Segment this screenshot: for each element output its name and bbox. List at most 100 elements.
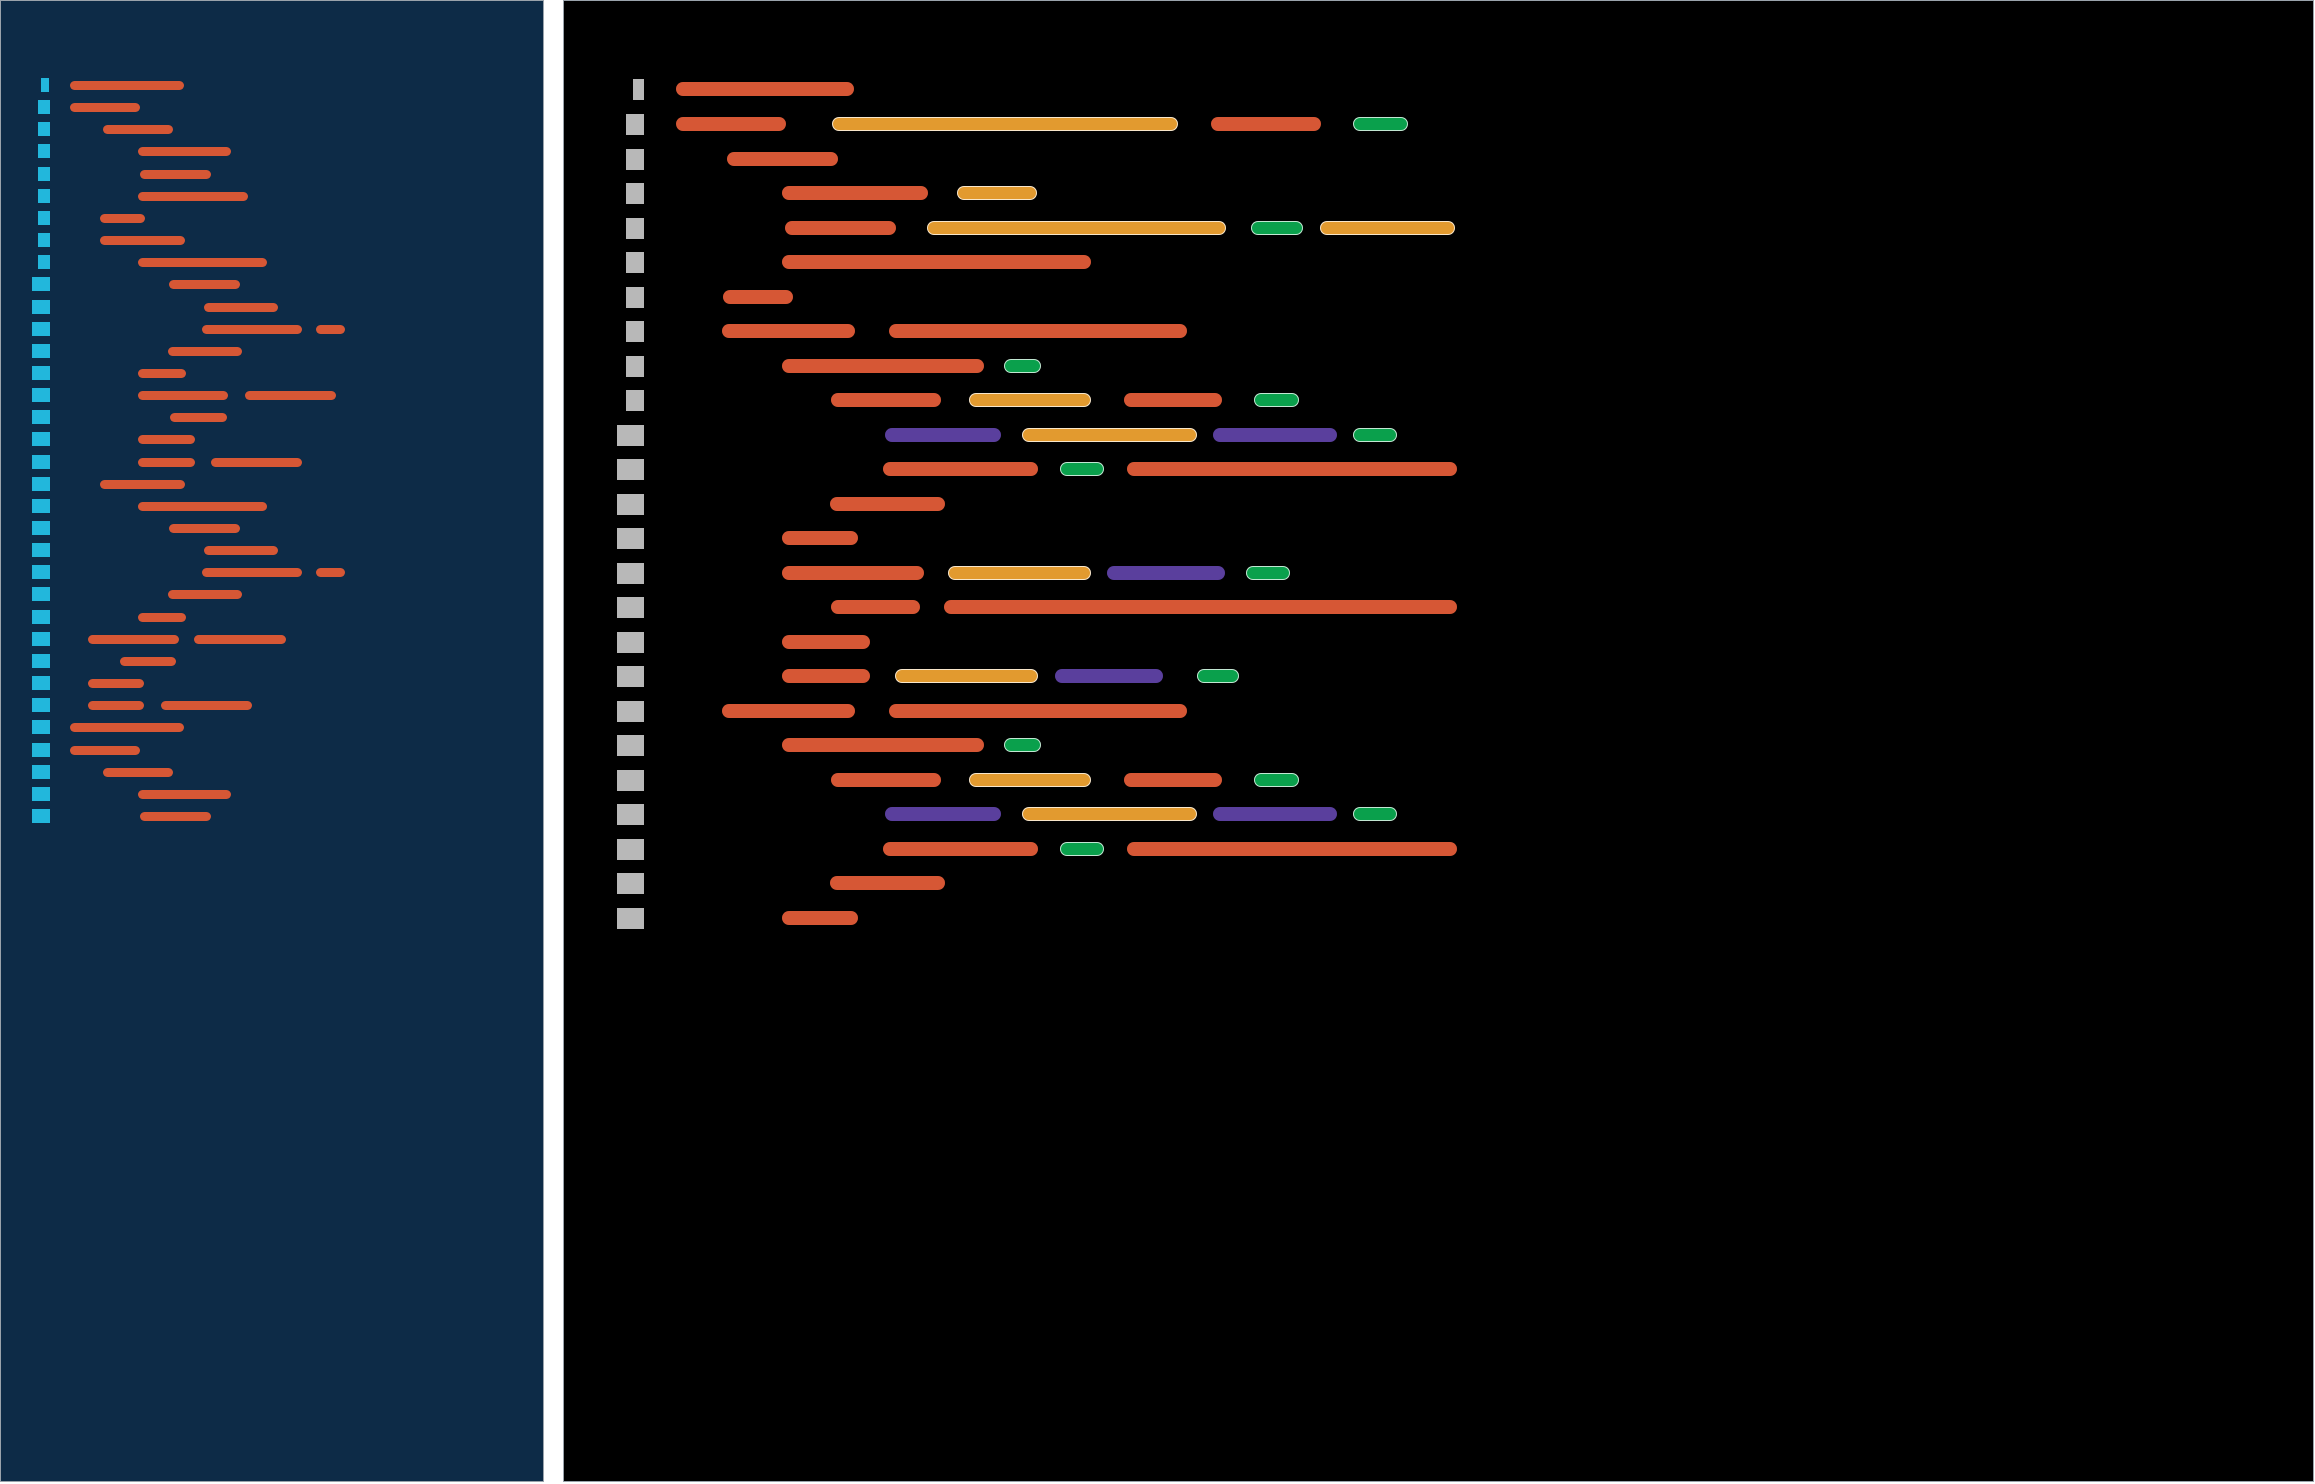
code-token-segment-red xyxy=(722,703,855,718)
minimap-line-number xyxy=(32,454,50,469)
minimap-code-segment xyxy=(138,612,186,622)
minimap-code-segment xyxy=(88,634,179,644)
minimap-line-number xyxy=(32,631,50,646)
minimap-code-segment xyxy=(140,811,211,821)
code-token-segment-orange xyxy=(948,565,1091,580)
code-token-segment-red xyxy=(1124,393,1222,407)
editor-line-number xyxy=(617,666,644,687)
minimap-code-segment xyxy=(202,324,302,334)
code-token-segment-red xyxy=(782,255,1091,269)
code-token-segment-orange xyxy=(895,669,1038,683)
code-token-segment-red xyxy=(830,496,945,511)
code-token-segment-red xyxy=(1211,117,1321,131)
code-token-segment-green xyxy=(1353,807,1397,821)
minimap-code-segment xyxy=(138,258,267,268)
minimap-code-segment xyxy=(103,767,173,777)
code-token-segment-orange xyxy=(1320,220,1455,235)
minimap-code-segment xyxy=(103,125,173,135)
code-token-segment-orange xyxy=(957,186,1037,200)
editor-line-number xyxy=(626,183,644,204)
code-token-segment-purple xyxy=(1055,669,1163,683)
code-token-segment-green xyxy=(1060,841,1104,856)
code-token-segment-orange xyxy=(969,393,1091,407)
minimap-code-segment xyxy=(70,723,184,733)
code-token-segment-orange xyxy=(927,220,1226,235)
editor-line-number xyxy=(617,907,644,929)
code-token-segment-red xyxy=(830,876,945,890)
minimap-line-number xyxy=(38,100,50,115)
code-token-segment-red xyxy=(1127,841,1457,856)
minimap-line-number xyxy=(32,321,50,336)
code-token-segment-red xyxy=(676,117,786,131)
minimap-line-number xyxy=(32,388,50,403)
minimap-code-segment xyxy=(70,81,184,90)
editor-line-number xyxy=(617,493,644,515)
minimap-line-number xyxy=(32,299,50,314)
code-token-segment-green xyxy=(1060,462,1104,476)
editor-line-number xyxy=(626,252,644,273)
code-token-segment-green xyxy=(1004,738,1041,752)
minimap-panel[interactable] xyxy=(0,0,544,1482)
editor-line-number xyxy=(617,424,644,446)
minimap-line-number xyxy=(32,432,50,447)
code-token-segment-green xyxy=(1004,358,1041,373)
code-token-segment-red xyxy=(782,634,870,649)
minimap-code-segment xyxy=(100,236,185,246)
editor-line-number xyxy=(617,459,644,480)
minimap-line-number xyxy=(32,720,50,735)
minimap-line-number xyxy=(38,233,50,248)
editor-line-number xyxy=(617,769,644,791)
code-token-segment-purple xyxy=(1213,807,1337,821)
minimap-code-segment xyxy=(168,346,242,356)
minimap-line-number xyxy=(38,166,50,181)
minimap-line-number xyxy=(32,410,50,425)
minimap-code-segment xyxy=(100,479,185,489)
minimap-code-segment xyxy=(138,789,231,799)
minimap-code-segment xyxy=(169,524,240,533)
code-token-segment-red xyxy=(782,910,858,925)
minimap-code-segment xyxy=(202,568,302,578)
minimap-code-segment xyxy=(161,701,252,711)
editor-line-number xyxy=(617,838,644,860)
code-editor-panel[interactable] xyxy=(563,0,2314,1482)
minimap-line-number xyxy=(32,587,50,602)
code-token-segment-orange xyxy=(832,117,1178,131)
minimap-line-number xyxy=(32,498,50,513)
code-token-segment-red xyxy=(785,220,896,235)
editor-line-number xyxy=(617,735,644,756)
minimap-code-segment xyxy=(70,103,140,113)
minimap-line-number xyxy=(32,698,50,713)
code-token-segment-red xyxy=(782,186,928,200)
minimap-code-segment xyxy=(168,590,242,600)
code-token-segment-red xyxy=(883,462,1038,476)
code-token-segment-green xyxy=(1353,117,1408,131)
minimap-code-segment xyxy=(140,169,211,179)
code-token-segment-green xyxy=(1353,427,1397,442)
minimap-code-segment xyxy=(211,457,302,467)
code-token-segment-red xyxy=(782,738,984,752)
minimap-line-number xyxy=(32,277,50,292)
editor-line-number xyxy=(626,286,644,308)
minimap-code-segment xyxy=(88,701,144,711)
minimap-line-number xyxy=(32,543,50,558)
code-token-segment-purple xyxy=(1107,565,1225,580)
minimap-code-segment xyxy=(170,413,227,423)
minimap-code-segment xyxy=(138,435,195,445)
code-token-segment-red xyxy=(727,151,838,166)
minimap-line-number xyxy=(32,565,50,580)
editor-line-number xyxy=(633,79,644,100)
code-token-segment-red xyxy=(831,393,941,407)
code-token-segment-green xyxy=(1251,220,1303,235)
minimap-code-segment xyxy=(138,501,267,511)
code-token-segment-red xyxy=(1127,462,1457,476)
editor-line-number xyxy=(617,804,644,825)
minimap-code-segment xyxy=(88,679,144,689)
minimap-code-segment xyxy=(316,324,345,334)
code-token-segment-purple xyxy=(885,807,1001,821)
minimap-line-number xyxy=(32,609,50,624)
minimap-line-number xyxy=(32,365,50,380)
code-token-segment-purple xyxy=(1213,427,1337,442)
minimap-line-number xyxy=(38,210,50,225)
minimap-line-number xyxy=(32,476,50,491)
minimap-line-number xyxy=(38,255,50,270)
